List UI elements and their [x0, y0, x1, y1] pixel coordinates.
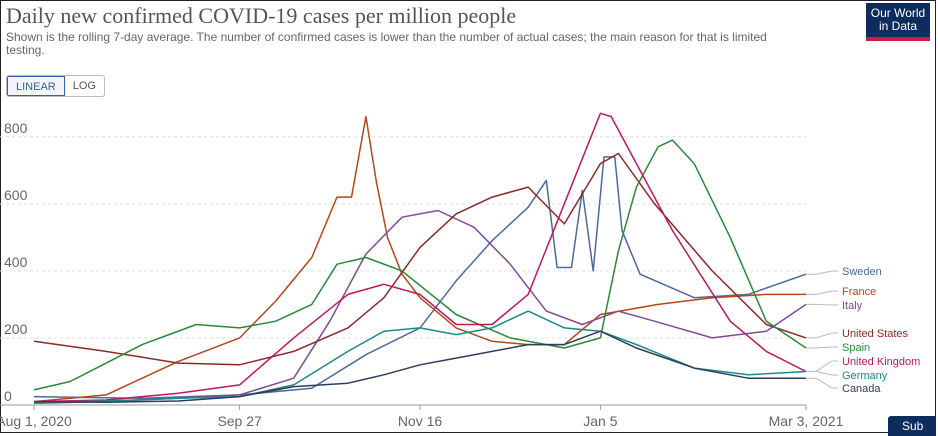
chart-subtitle: Shown is the rolling 7-day average. The …: [6, 30, 767, 57]
y-tick-label: 200: [4, 321, 28, 337]
series-line-france[interactable]: [33, 115, 806, 403]
logo-accent-bar: [866, 37, 930, 41]
x-tick-label: Sep 27: [217, 413, 262, 429]
logo-line-2: in Data: [878, 19, 918, 33]
legend-connector: [806, 377, 838, 389]
legend-connector: [806, 270, 838, 275]
y-axis-ticks: 0 200 400 600 800: [4, 120, 28, 404]
legend-label-france[interactable]: France: [842, 286, 876, 298]
legend-label-italy[interactable]: Italy: [842, 300, 863, 312]
legend-label-united-states[interactable]: United States: [842, 328, 909, 340]
legend-label-spain[interactable]: Spain: [842, 342, 870, 354]
x-tick-label: Mar 3, 2021: [769, 413, 844, 429]
y-tick-label: 800: [4, 120, 28, 136]
series-lines: [33, 112, 807, 405]
x-tick-label: Nov 16: [398, 413, 443, 429]
legend-connector: [806, 371, 838, 376]
legend-connector: [806, 346, 838, 349]
legend-label-germany[interactable]: Germany: [842, 370, 888, 382]
y-tick-label: 0: [4, 388, 12, 404]
line-chart: 0 200 400 600 800 Aug 1, 2020 Sep 27 Nov 16 Jan…: [0, 112, 920, 429]
legend: Sweden France Italy United States Spain Unite…: [806, 266, 920, 395]
x-axis-ticks: Aug 1, 2020 Sep 27 Nov 16 Jan 5 Mar 3, 2021: [0, 405, 844, 429]
y-tick-label: 400: [4, 254, 28, 270]
series-line-canada[interactable]: [33, 330, 806, 404]
series-line-spain[interactable]: [33, 139, 807, 391]
legend-label-united-kingdom[interactable]: United Kingdom: [842, 356, 920, 368]
y-tick-label: 600: [4, 187, 28, 203]
legend-label-canada[interactable]: Canada: [842, 383, 881, 395]
legend-connector: [806, 360, 838, 372]
owid-logo[interactable]: Our World in Data: [866, 3, 930, 41]
series-line-italy[interactable]: [33, 209, 807, 405]
legend-connector: [806, 332, 838, 339]
x-tick-label: Aug 1, 2020: [0, 413, 72, 429]
subscribe-button[interactable]: Sub: [888, 416, 936, 436]
log-scale-button[interactable]: LOG: [72, 80, 96, 92]
series-line-germany[interactable]: [33, 310, 807, 404]
logo-line-1: Our World: [870, 6, 926, 20]
x-tick-label: Jan 5: [583, 413, 617, 429]
series-line-united-kingdom[interactable]: [33, 112, 807, 403]
scale-toggle: LINEAR LOG: [6, 75, 105, 97]
series-line-sweden[interactable]: [33, 156, 807, 400]
legend-label-sweden[interactable]: Sweden: [842, 266, 882, 278]
chart-title: Daily new confirmed COVID-19 cases per m…: [6, 3, 517, 28]
legend-connector: [806, 303, 838, 306]
legend-connector: [806, 290, 838, 295]
linear-scale-button[interactable]: LINEAR: [7, 76, 65, 96]
